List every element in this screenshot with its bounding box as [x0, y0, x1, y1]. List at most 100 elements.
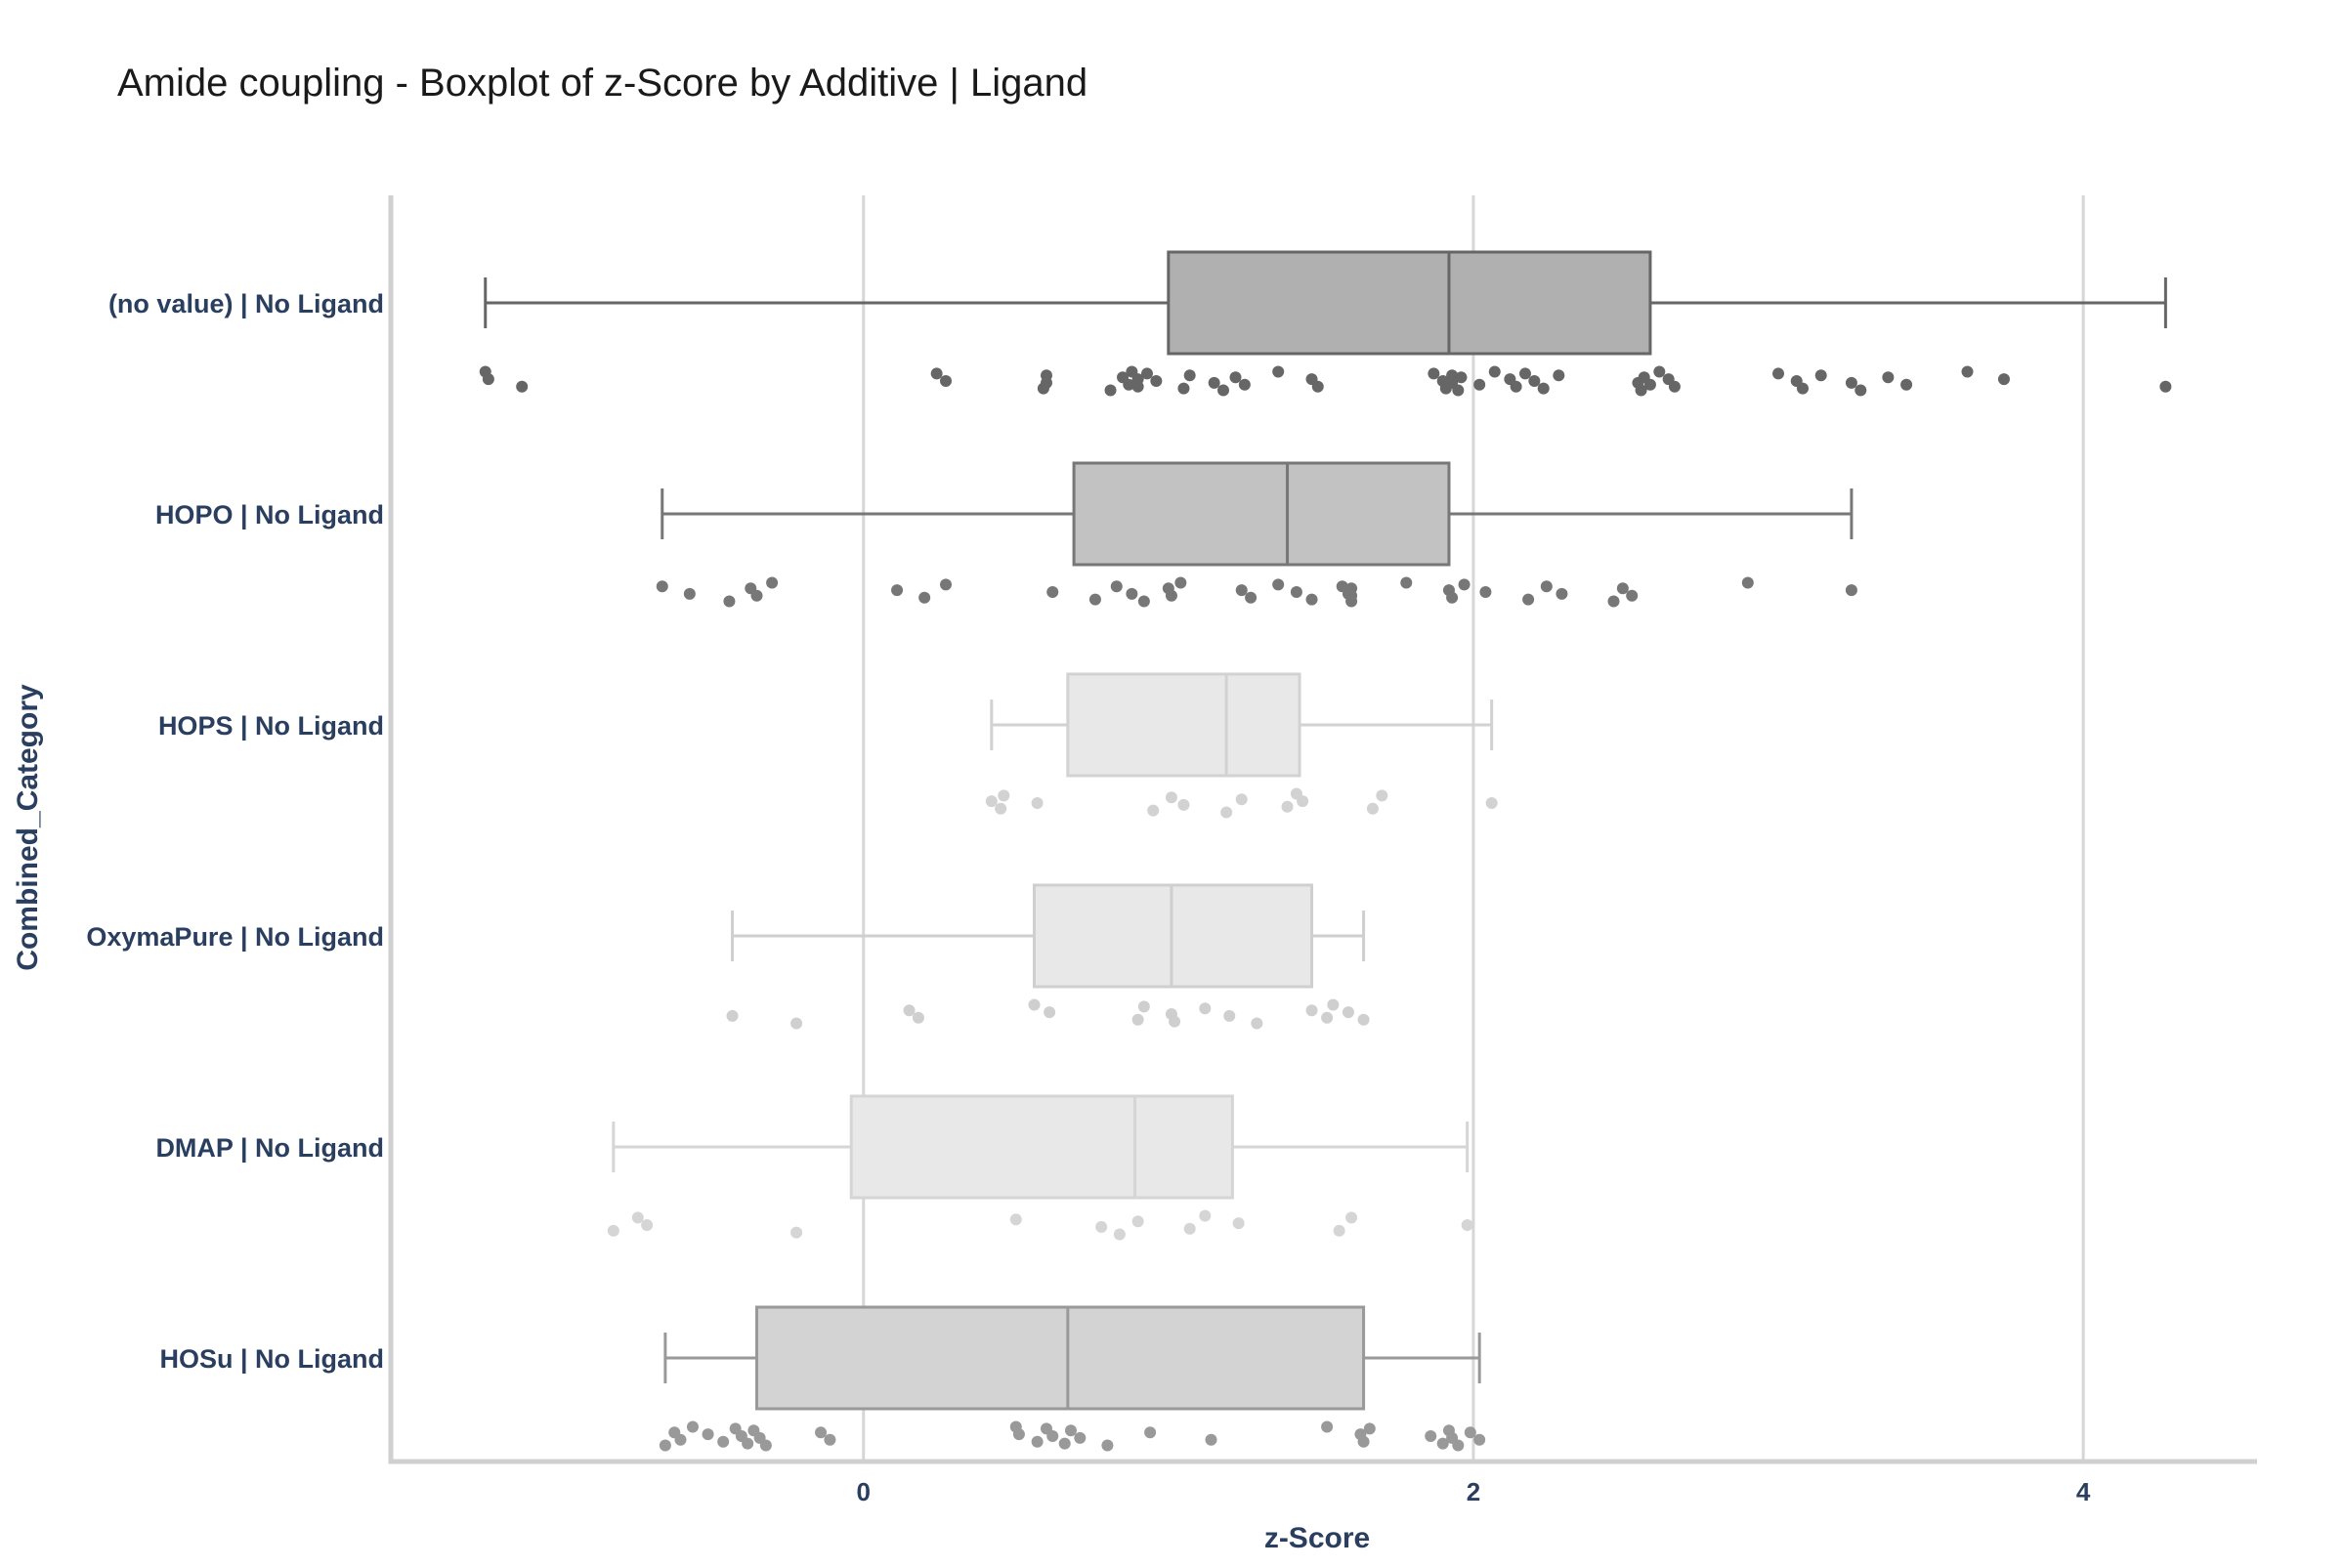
data-point [1009, 1213, 1022, 1226]
data-point [1305, 1004, 1318, 1017]
data-point [1101, 1439, 1114, 1452]
data-point [1110, 580, 1123, 593]
data-point [815, 1426, 828, 1439]
data-point [1177, 382, 1190, 395]
data-point [1031, 797, 1044, 809]
data-point [1363, 1422, 1376, 1435]
data-point [1104, 384, 1117, 397]
data-point [790, 1017, 803, 1030]
data-point [1616, 582, 1629, 595]
data-point [1123, 378, 1135, 391]
data-point [759, 1439, 772, 1452]
data-point [1635, 384, 1647, 397]
data-point [998, 789, 1010, 802]
data-point [1074, 1431, 1087, 1444]
data-point [1643, 378, 1656, 391]
data-point [1183, 1222, 1196, 1235]
data-point [1461, 1219, 1473, 1231]
box [1072, 461, 1451, 567]
x-axis-title: z-Score [1264, 1522, 1370, 1554]
data-point [1345, 589, 1358, 602]
data-point [1126, 587, 1138, 600]
data-point [1199, 1002, 1212, 1015]
data-point [940, 578, 953, 591]
data-point [1031, 1435, 1044, 1448]
data-point [1668, 380, 1681, 393]
data-point [1137, 1000, 1150, 1013]
data-point [985, 795, 998, 808]
data-point [1229, 371, 1242, 384]
data-point [1064, 1424, 1077, 1437]
data-point [1345, 1211, 1358, 1224]
data-point [824, 1433, 836, 1446]
data-point [1046, 1430, 1059, 1442]
data-point [1997, 373, 2010, 386]
data-point [659, 1439, 671, 1452]
data-point [1473, 378, 1486, 391]
data-point [1290, 586, 1302, 598]
data-point [1626, 589, 1639, 602]
data-point [1040, 376, 1052, 389]
data-point [1455, 371, 1468, 384]
data-point [1485, 797, 1498, 809]
data-point [1305, 593, 1318, 606]
data-point [1272, 578, 1285, 591]
data-point [1251, 1017, 1263, 1030]
data-point [1177, 798, 1190, 811]
data-point [1165, 589, 1177, 602]
data-point [1333, 1224, 1345, 1237]
data-point [1144, 1426, 1157, 1439]
data-point [1095, 1220, 1108, 1233]
data-point [1217, 384, 1230, 397]
data-point [1446, 591, 1459, 604]
data-point [1458, 578, 1471, 591]
box [1033, 883, 1314, 989]
data-point [656, 580, 668, 593]
data-point [1961, 365, 1974, 378]
data-point [1653, 365, 1666, 378]
data-point [1137, 595, 1150, 608]
data-point [1131, 380, 1144, 393]
data-point [1366, 802, 1379, 815]
data-point [607, 1224, 619, 1237]
data-point [1882, 371, 1895, 384]
data-point [1452, 384, 1465, 397]
data-point [1223, 1009, 1236, 1022]
data-point [1245, 591, 1258, 604]
data-point [1425, 1430, 1437, 1442]
data-point [1297, 795, 1309, 808]
data-point [723, 595, 736, 608]
data-point [1796, 382, 1809, 395]
box [1167, 250, 1652, 356]
data-point [1845, 376, 1857, 389]
data-point [702, 1428, 714, 1441]
data-point [1479, 586, 1492, 598]
data-point [726, 1009, 739, 1022]
data-point [2159, 380, 2172, 393]
data-point [1510, 380, 1522, 393]
data-point [766, 576, 779, 589]
data-point [631, 1211, 644, 1224]
y-tick-label: HOPO | No Ligand [155, 500, 384, 530]
data-point [742, 1437, 754, 1450]
box-group [731, 883, 1366, 989]
data-point [1232, 1217, 1245, 1230]
data-point [1464, 1426, 1476, 1439]
data-point [903, 1004, 916, 1017]
data-point [1205, 1433, 1217, 1446]
data-point [1169, 1015, 1181, 1028]
data-point [1855, 384, 1867, 397]
data-point [1436, 1437, 1449, 1450]
data-point [674, 1433, 687, 1446]
data-point [482, 373, 494, 386]
data-point [1131, 1013, 1144, 1026]
data-point [1400, 576, 1413, 589]
data-point [1518, 367, 1531, 380]
box-group [661, 461, 1854, 567]
y-tick-label: (no value) | No Ligand [108, 289, 384, 318]
y-tick-label: OxymaPure | No Ligand [86, 922, 384, 952]
data-point [1540, 580, 1553, 593]
box-group [612, 1094, 1470, 1200]
